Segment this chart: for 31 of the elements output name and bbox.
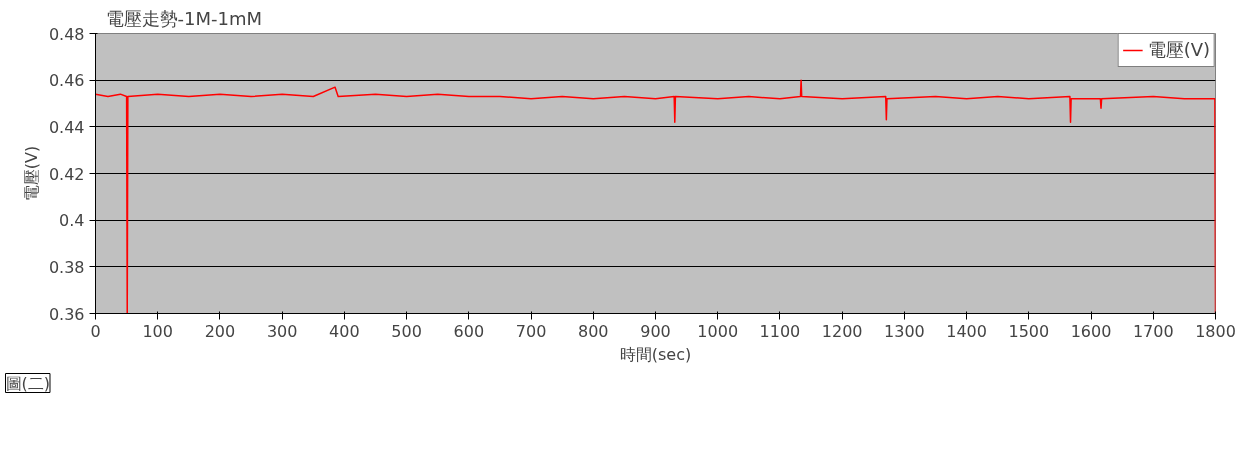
legend-label: 電壓(V) [1147, 38, 1210, 62]
x-axis-title: 時間(sec) [619, 344, 692, 364]
x-tick-label: 1600 [1070, 321, 1112, 341]
x-tick-label: 1200 [821, 321, 863, 341]
x-tick-label: 800 [578, 321, 609, 341]
x-tick-label: 1400 [946, 321, 987, 341]
x-tick-label: 500 [391, 321, 422, 341]
y-tick-label: 0.4 [59, 211, 85, 231]
y-tick-label: 0.46 [48, 71, 85, 91]
x-tick-label: 400 [329, 321, 360, 341]
y-tick-label: 0.44 [48, 117, 85, 137]
text: 圖(二) [5, 373, 50, 393]
x-tick-label: 1300 [884, 321, 925, 341]
x-tick-label: 0 [90, 321, 101, 341]
x-tick-label: 200 [204, 321, 236, 341]
x-tick-label: 300 [266, 321, 298, 341]
x-tick-label: 1700 [1132, 321, 1174, 341]
x-tick-label: 700 [515, 321, 547, 341]
x-tick-label: 1500 [1008, 321, 1050, 341]
x-tick-label: 1000 [697, 321, 739, 341]
y-tick-label: 0.36 [48, 304, 85, 324]
y-tick-label: 0.38 [48, 257, 85, 277]
y-tick-label: 0.42 [48, 164, 85, 184]
chart-title: 電壓走勢-1M-1mM [105, 7, 262, 29]
x-tick-label: 100 [142, 321, 173, 341]
x-tick-label: 1800 [1195, 321, 1236, 341]
y-axis-title: 電壓(V) [21, 145, 41, 202]
x-tick-label: 1100 [759, 321, 801, 341]
y-tick-label: 0.48 [48, 24, 85, 44]
x-tick-label: 900 [640, 321, 671, 341]
x-tick-label: 600 [453, 321, 485, 341]
